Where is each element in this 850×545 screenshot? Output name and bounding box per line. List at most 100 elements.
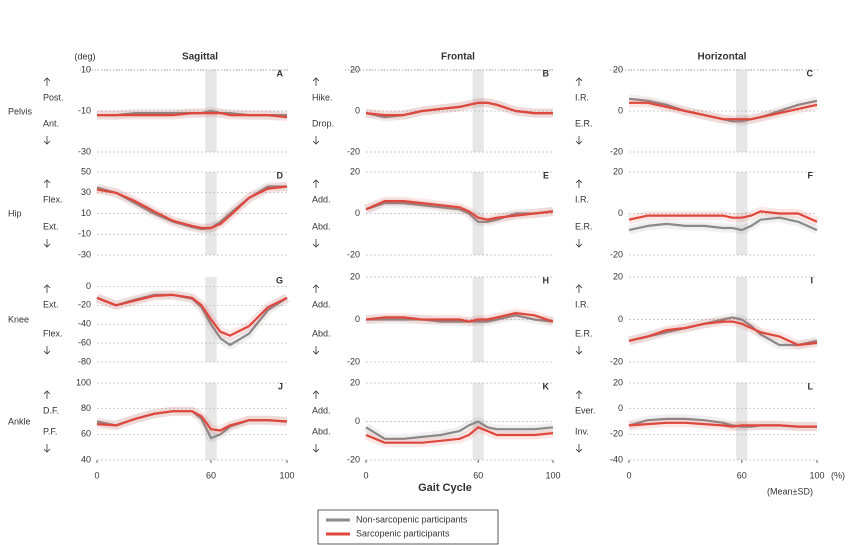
lower-label: Abd. [312, 221, 331, 231]
column-title: Sagittal [182, 52, 218, 63]
row-label: Knee [8, 314, 29, 324]
y-tick-label: -20 [610, 429, 623, 439]
lower-label: E.R. [575, 118, 593, 128]
y-tick-label: -30 [78, 146, 91, 156]
upper-label: Add. [312, 405, 331, 415]
y-tick-label: 0 [618, 314, 623, 324]
lower-label: Drop. [312, 118, 334, 128]
y-tick-label: -40 [610, 454, 623, 464]
panel-letter: H [543, 275, 550, 285]
y-tick-label: 0 [86, 281, 91, 291]
panel-letter: E [543, 170, 549, 180]
row-label: Ankle [8, 416, 31, 426]
note: (Mean±SD) [767, 486, 813, 496]
upper-label: D.F. [43, 405, 59, 415]
y-tick-label: 20 [613, 271, 623, 281]
upper-label: Hike. [312, 92, 333, 102]
y-tick-label: -20 [610, 146, 623, 156]
chart: (deg) Sagittal Frontal Horizontal Gait C… [0, 0, 850, 545]
y-tick-label: -10 [78, 229, 91, 239]
upper-label: Ever. [575, 405, 596, 415]
x-tick-label: 0 [626, 470, 631, 480]
panel-letter: C [807, 68, 814, 78]
panel-letter: K [543, 381, 550, 391]
upper-label: Ext. [43, 299, 59, 309]
y-tick-label: -20 [78, 300, 91, 310]
y-tick-label: -20 [347, 146, 360, 156]
panel-letter: D [277, 170, 284, 180]
y-tick-label: 0 [618, 208, 623, 218]
y-tick-label: -40 [78, 319, 91, 329]
y-tick-label: 20 [350, 271, 360, 281]
upper-label: I.R. [575, 194, 589, 204]
y-tick-label: -80 [78, 356, 91, 366]
lower-label: P.F. [43, 426, 57, 436]
y-tick-label: 20 [350, 166, 360, 176]
y-tick-label: 40 [81, 454, 91, 464]
lower-label: Flex. [43, 328, 63, 338]
sd-shade [366, 201, 553, 220]
upper-label: I.R. [575, 92, 589, 102]
x-tick-label: 100 [279, 470, 294, 480]
x-tick-label: 0 [363, 470, 368, 480]
upper-label: Add. [312, 194, 331, 204]
lower-label: Abd. [312, 328, 331, 338]
x-tick-label: 60 [206, 470, 216, 480]
lower-label: Ext. [43, 221, 59, 231]
y-tick-label: -60 [78, 337, 91, 347]
unit-label: (deg) [74, 51, 95, 61]
y-tick-label: -10 [78, 105, 91, 115]
x-tick-label: 60 [473, 470, 483, 480]
sd-shade [366, 103, 553, 115]
y-tick-label: -20 [610, 249, 623, 259]
x-tick-label: 100 [545, 470, 560, 480]
panel-letter: J [278, 381, 283, 391]
x-tick-label: 60 [737, 470, 747, 480]
panel-letter: B [543, 68, 550, 78]
y-tick-label: 60 [81, 429, 91, 439]
legend-label: Sarcopenic participants [356, 528, 450, 538]
panel-letter: I [810, 275, 813, 285]
y-tick-label: 0 [618, 403, 623, 413]
row-label: Pelvis [8, 106, 33, 116]
lower-label: Ant. [43, 118, 59, 128]
row-label: Hip [8, 208, 22, 218]
y-tick-label: 80 [81, 403, 91, 413]
y-tick-label: 50 [81, 166, 91, 176]
lower-label: Inv. [575, 426, 589, 436]
lower-label: Abd. [312, 426, 331, 436]
panel-letter: A [277, 68, 284, 78]
panel-letter: L [808, 381, 814, 391]
y-tick-label: 20 [613, 64, 623, 74]
y-tick-label: 10 [81, 208, 91, 218]
y-tick-label: 0 [618, 105, 623, 115]
y-tick-label: 0 [355, 416, 360, 426]
x-tick-label: 0 [94, 470, 99, 480]
y-tick-label: 0 [355, 105, 360, 115]
legend-label: Non-sarcopenic participants [356, 514, 468, 524]
y-tick-label: 20 [350, 64, 360, 74]
y-tick-label: -20 [610, 356, 623, 366]
y-tick-label: -20 [347, 249, 360, 259]
panel-letter: F [808, 170, 814, 180]
y-tick-label: 0 [355, 314, 360, 324]
y-tick-label: 20 [350, 377, 360, 387]
column-title: Horizontal [698, 52, 747, 63]
y-tick-label: -30 [78, 249, 91, 259]
x-tick-label: 100 [809, 470, 824, 480]
y-tick-label: 20 [613, 377, 623, 387]
y-tick-label: 0 [355, 208, 360, 218]
y-tick-label: 30 [81, 187, 91, 197]
panel-letter: G [276, 275, 283, 285]
x-unit: (%) [831, 470, 845, 480]
upper-label: Post. [43, 92, 64, 102]
lower-label: E.R. [575, 221, 593, 231]
y-tick-label: 100 [76, 377, 91, 387]
y-tick-label: 10 [81, 64, 91, 74]
upper-label: I.R. [575, 299, 589, 309]
y-tick-label: -20 [347, 454, 360, 464]
y-tick-label: 20 [613, 166, 623, 176]
column-title: Frontal [441, 52, 475, 63]
upper-label: Add. [312, 299, 331, 309]
upper-label: Flex. [43, 194, 63, 204]
